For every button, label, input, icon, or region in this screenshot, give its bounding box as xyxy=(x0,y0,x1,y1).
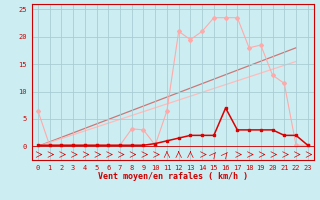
X-axis label: Vent moyen/en rafales ( km/h ): Vent moyen/en rafales ( km/h ) xyxy=(98,172,248,181)
